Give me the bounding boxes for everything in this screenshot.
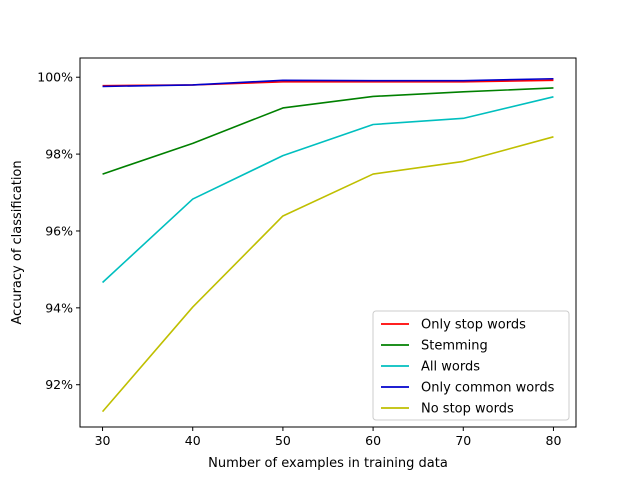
x-tick-label: 30 — [95, 433, 111, 448]
series-line-5 — [101, 136, 554, 413]
legend-box — [372, 310, 570, 421]
series-line-4 — [102, 77, 554, 88]
y-axis-label: Accuracy of classification — [10, 160, 25, 324]
legend-label: Stemming — [421, 339, 488, 354]
legend: Only stop words Stemming All words Only com… — [372, 310, 570, 421]
x-axis: 30 40 50 60 70 80 — [95, 427, 562, 448]
legend-label: Only stop words — [421, 318, 526, 333]
x-axis-label: Number of examples in training data — [208, 456, 448, 471]
y-tick-label: 94% — [45, 300, 73, 315]
legend-label: No stop words — [421, 402, 514, 417]
y-tick-label: 92% — [45, 377, 73, 392]
y-tick-label: 98% — [45, 147, 73, 162]
series-layer — [101, 77, 554, 413]
legend-label: All words — [421, 360, 480, 375]
y-tick-label: 100% — [37, 70, 73, 85]
plot-frame — [79, 57, 577, 428]
x-tick-label: 80 — [546, 433, 562, 448]
x-tick-label: 50 — [275, 433, 291, 448]
series-line-3 — [102, 96, 554, 284]
y-tick-label: 96% — [45, 223, 73, 238]
x-tick-label: 70 — [455, 433, 471, 448]
legend-label: Only common words — [421, 381, 555, 396]
series-line-2 — [102, 87, 554, 175]
x-tick-label: 40 — [185, 433, 201, 448]
y-axis: 92% 94% 96% 98% 100% — [37, 70, 80, 392]
x-tick-label: 60 — [365, 433, 381, 448]
